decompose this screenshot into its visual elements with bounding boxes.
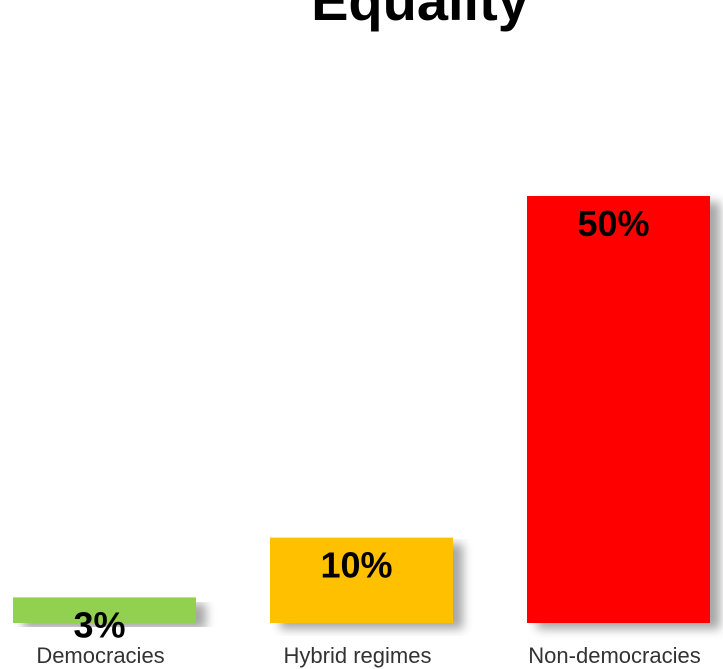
- chart-title: Equality: [311, 0, 529, 32]
- category-label-non-democracies: Non-democracies: [528, 643, 700, 668]
- bar-hybrid-regimes: [270, 537, 453, 623]
- bar-non-democracies: [527, 196, 710, 623]
- labels-layer: 3%Democracies 10% Hybrid regimes 50% Non-dem…: [36, 203, 700, 668]
- data-label-hybrid-regimes: 10%: [320, 545, 392, 586]
- category-label-democracies: Democracies: [36, 643, 164, 668]
- bars-layer: [13, 196, 710, 623]
- category-label-hybrid-regimes: Hybrid regimes: [284, 643, 432, 668]
- data-label-non-democracies: 50%: [577, 203, 649, 244]
- bar-democracies: [13, 597, 196, 623]
- data-label-democracies: 3%: [73, 604, 125, 645]
